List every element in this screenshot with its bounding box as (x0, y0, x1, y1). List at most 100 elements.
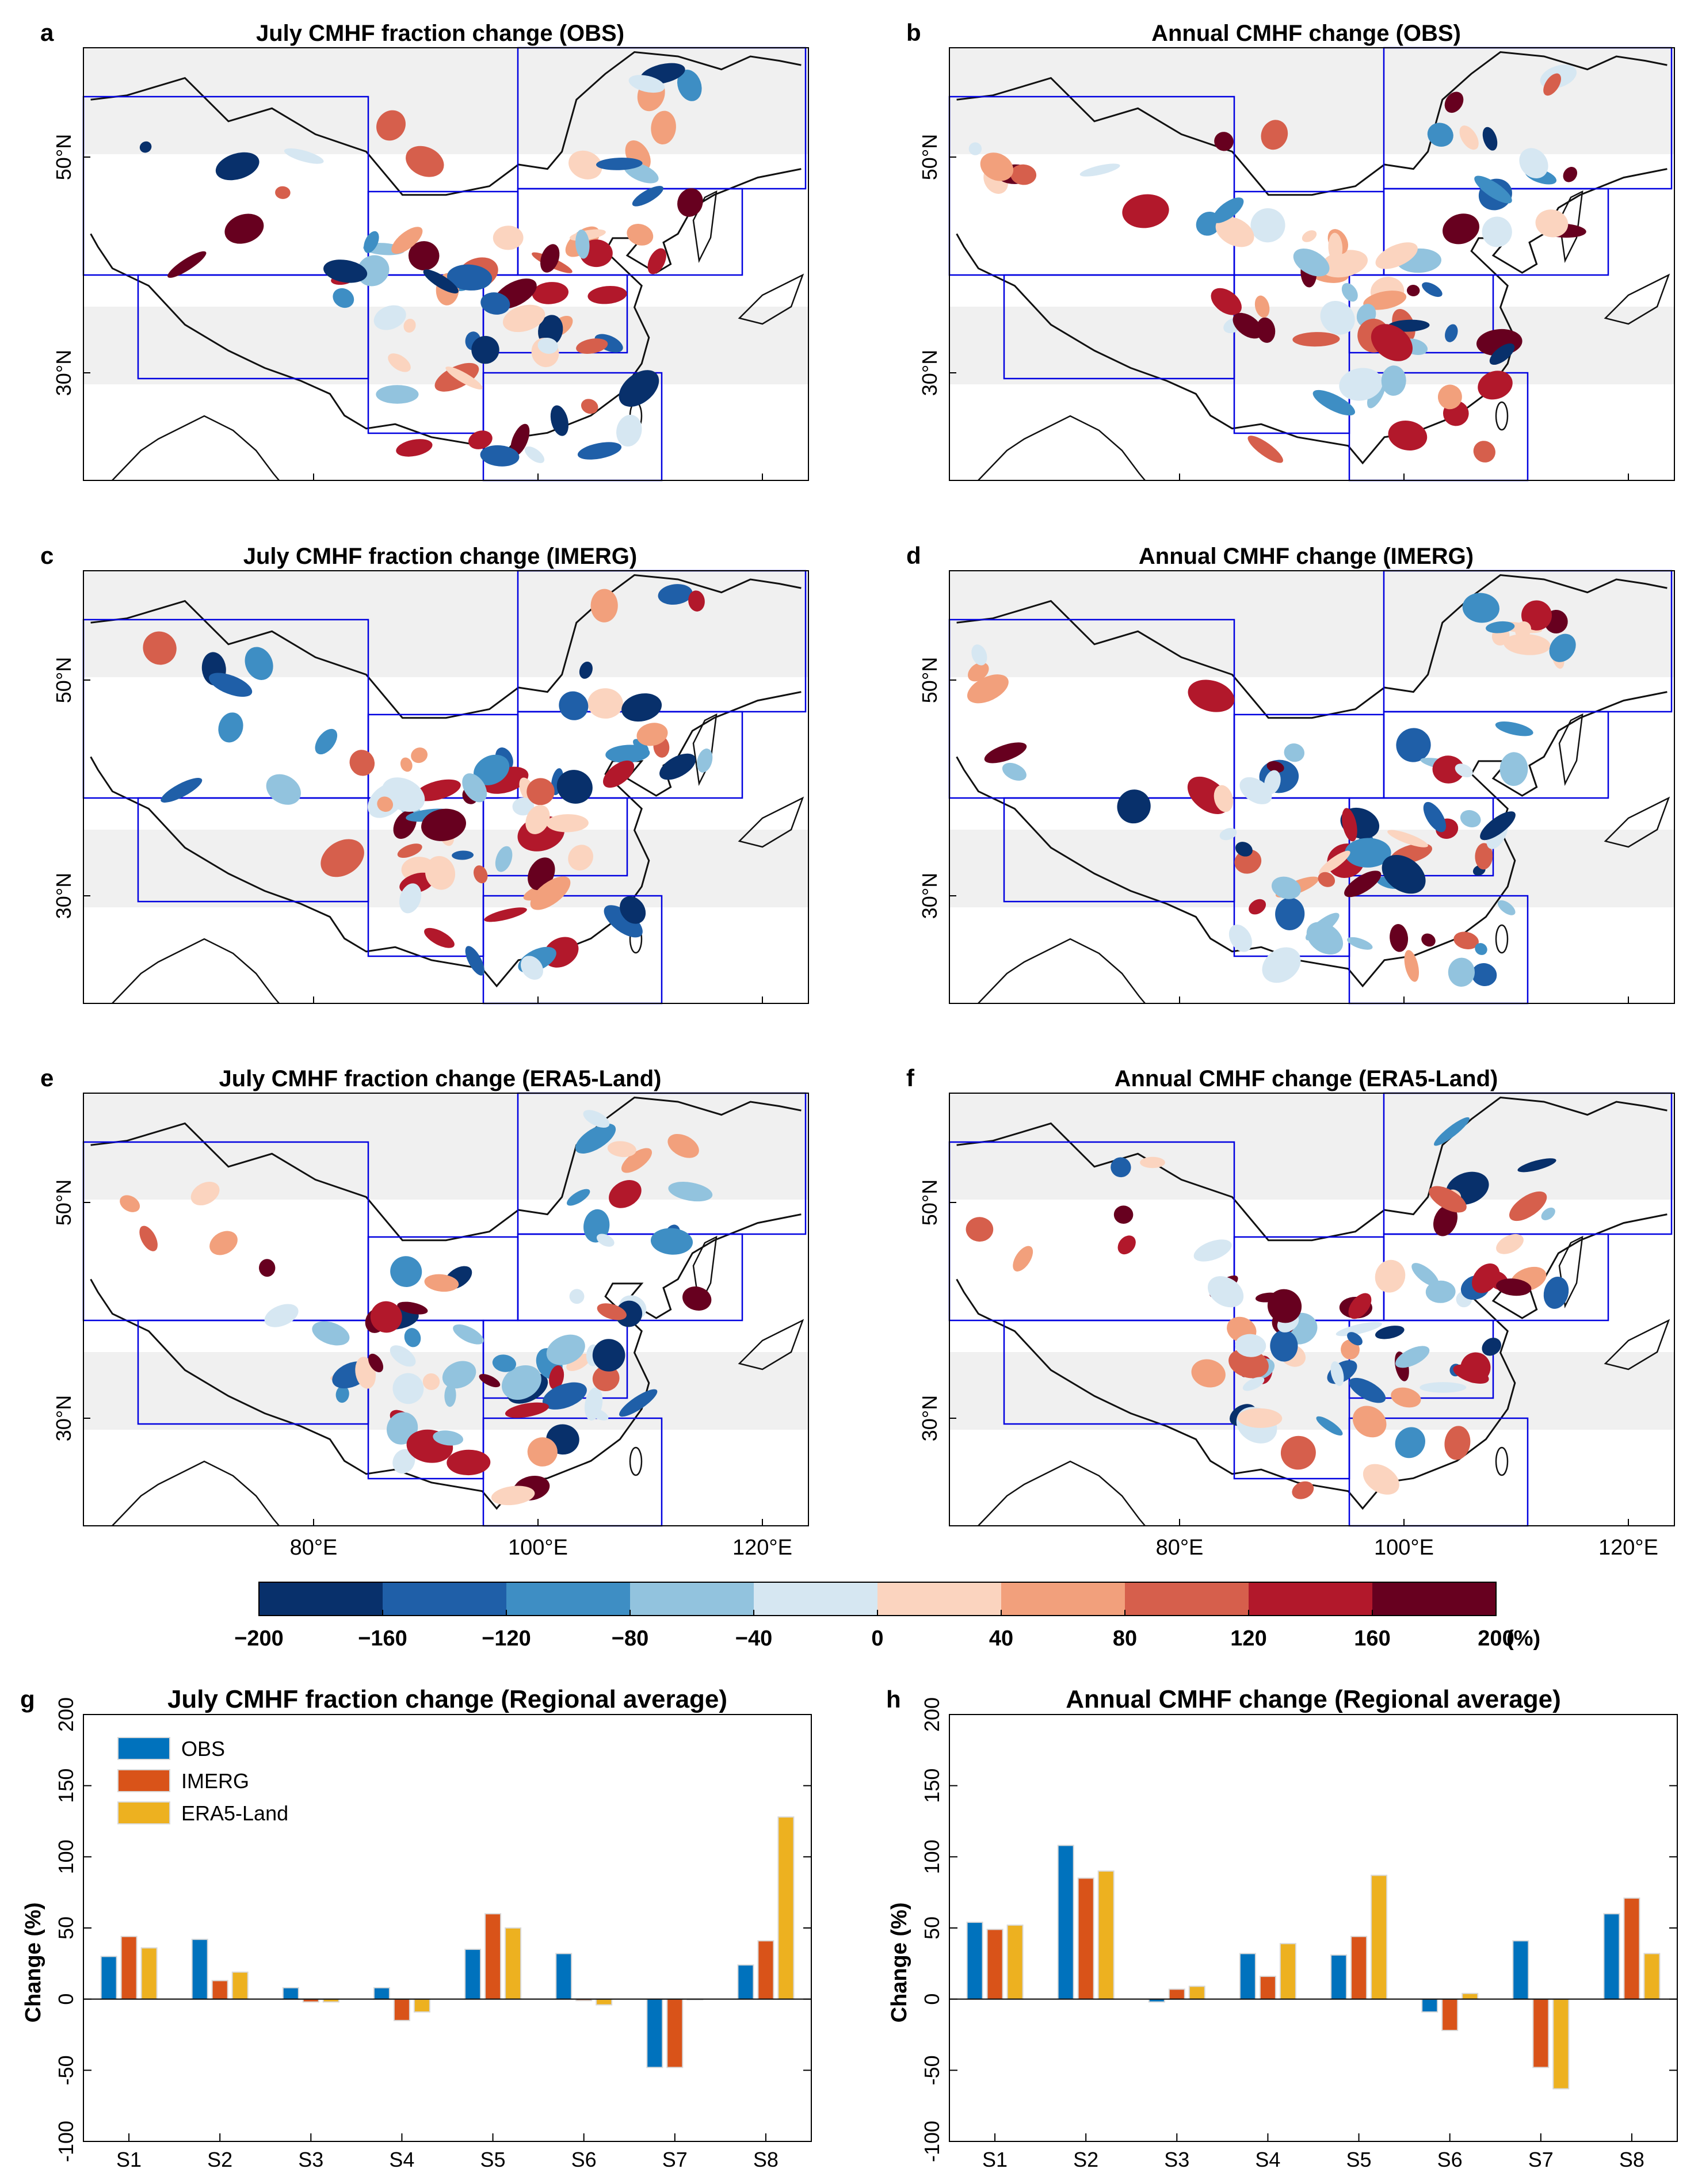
catchment-patch (587, 285, 627, 304)
catchment-patch (1382, 854, 1426, 894)
catchment-patch (161, 778, 203, 803)
catchment-patch (581, 399, 598, 414)
x-tick-label: S6 (571, 2148, 597, 2171)
catchment-patch (1013, 1246, 1033, 1272)
catchment-patch (1495, 721, 1533, 736)
catchment-patch (677, 188, 703, 217)
bar-era5-land-s6 (596, 1998, 613, 2006)
catchment-patch (1388, 421, 1428, 450)
x-tick-label: S7 (1528, 2148, 1554, 2171)
catchment-patch (587, 688, 623, 719)
catchment-patch (1391, 1387, 1421, 1408)
bar-era5-land-s7 (1552, 1998, 1570, 2090)
catchment-patch (621, 693, 662, 722)
catchment-patch (1499, 752, 1528, 786)
colorbar-tick-label: −120 (482, 1626, 531, 1651)
catchment-patch (1514, 621, 1532, 639)
catchment-patch (966, 1217, 994, 1242)
catchment-patch (636, 723, 668, 746)
bar-obs-s2 (191, 1938, 208, 2000)
map-panels: July CMHF fraction change (OBS) a 50°N 30°N… (40, 19, 1675, 1560)
colorbar-tick-label: −80 (612, 1626, 648, 1651)
y-tick-label: 200 (54, 1697, 78, 1732)
catchment-patch (524, 446, 545, 463)
bar-obs-s7 (646, 1998, 663, 2068)
catchment-patch (323, 259, 368, 283)
bar-imerg-s4 (393, 1998, 410, 2021)
catchment-patch (546, 814, 589, 833)
catchment-patch (377, 796, 394, 812)
catchment-patch (526, 778, 555, 805)
catchment-patch (1347, 937, 1373, 950)
legend-swatch (117, 1801, 170, 1824)
catchment-patch (1489, 343, 1515, 365)
catchment-patch (403, 319, 416, 333)
coastline-south (90, 691, 802, 988)
y-tick-label: -50 (920, 2055, 944, 2085)
catchment-patch (120, 1195, 140, 1212)
catchment-patch (357, 255, 390, 287)
catchment-patch (479, 1374, 501, 1388)
catchment-patch (1433, 1205, 1458, 1236)
japan-islands (738, 1319, 804, 1370)
catchment-patch (632, 186, 663, 207)
map-title: Annual CMHF change (ERA5-Land) (1115, 1066, 1498, 1091)
catchment-patch (1459, 125, 1479, 150)
catchment-patch (209, 1231, 238, 1255)
panel-letter: c (40, 542, 54, 569)
catchment-patch (1444, 1426, 1471, 1460)
catchment-patch (659, 753, 696, 780)
bar-era5-land-s1 (140, 1947, 158, 2000)
bar-obs-s4 (1239, 1953, 1256, 2000)
catchment-patch (549, 1365, 564, 1390)
catchment-patch (1191, 1359, 1226, 1388)
x-tick-label: S3 (298, 2148, 323, 2171)
catchment-patch (406, 146, 444, 177)
x-tick-label: S5 (480, 2148, 506, 2171)
panel-letter: b (906, 19, 921, 46)
catchment-patch (688, 590, 705, 612)
catchment-patch (408, 241, 440, 270)
catchment-patch (364, 231, 379, 253)
catchment-patch (1375, 1259, 1406, 1293)
catchment-patch (445, 366, 483, 390)
catchment-patch (1429, 1186, 1467, 1213)
catchment-patch (1475, 843, 1493, 870)
catchment-patch (575, 229, 590, 259)
catchment-patch (1193, 1239, 1232, 1262)
catchment-patch (1421, 933, 1436, 947)
colorbar-segment (1249, 1582, 1372, 1616)
latitude-band (949, 1352, 1674, 1430)
catchment-patch (1509, 1191, 1547, 1221)
catchment-patch (491, 1486, 535, 1506)
catchment-patch (621, 1148, 653, 1173)
taiwan-island (1495, 924, 1509, 954)
colorbar-tick-label: 0 (871, 1626, 883, 1651)
colorbar-segment (630, 1582, 754, 1616)
latitude-band (949, 48, 1674, 154)
catchment-patch (1453, 931, 1479, 949)
colorbar-segment (506, 1582, 630, 1616)
catchment-patch (224, 213, 264, 244)
catchment-patch (422, 1373, 440, 1391)
neighbor-border (978, 1460, 1146, 1526)
catchment-patch (495, 846, 513, 872)
catchment-patch (1280, 1435, 1316, 1470)
catchment-patch (1423, 801, 1447, 833)
catchment-patch (584, 1387, 603, 1421)
coastline-south (90, 1213, 802, 1510)
catchment-patch (968, 662, 989, 682)
map-frame (949, 47, 1675, 481)
catchment-patch (577, 442, 622, 460)
catchment-patch (404, 1328, 421, 1347)
catchment-patch (1395, 1346, 1430, 1368)
colorbar-segment (877, 1582, 1001, 1616)
bar-imerg-s5 (1350, 1935, 1368, 2000)
x-tick-label: S1 (982, 2148, 1008, 2171)
catchment-patch (1344, 870, 1382, 898)
bar-obs-s6 (555, 1953, 573, 2000)
colorbar-tick-label: 120 (1230, 1626, 1266, 1651)
catchment-patch (1339, 368, 1383, 401)
panel-letter: f (906, 1064, 915, 1091)
catchment-patch (1375, 1326, 1405, 1339)
